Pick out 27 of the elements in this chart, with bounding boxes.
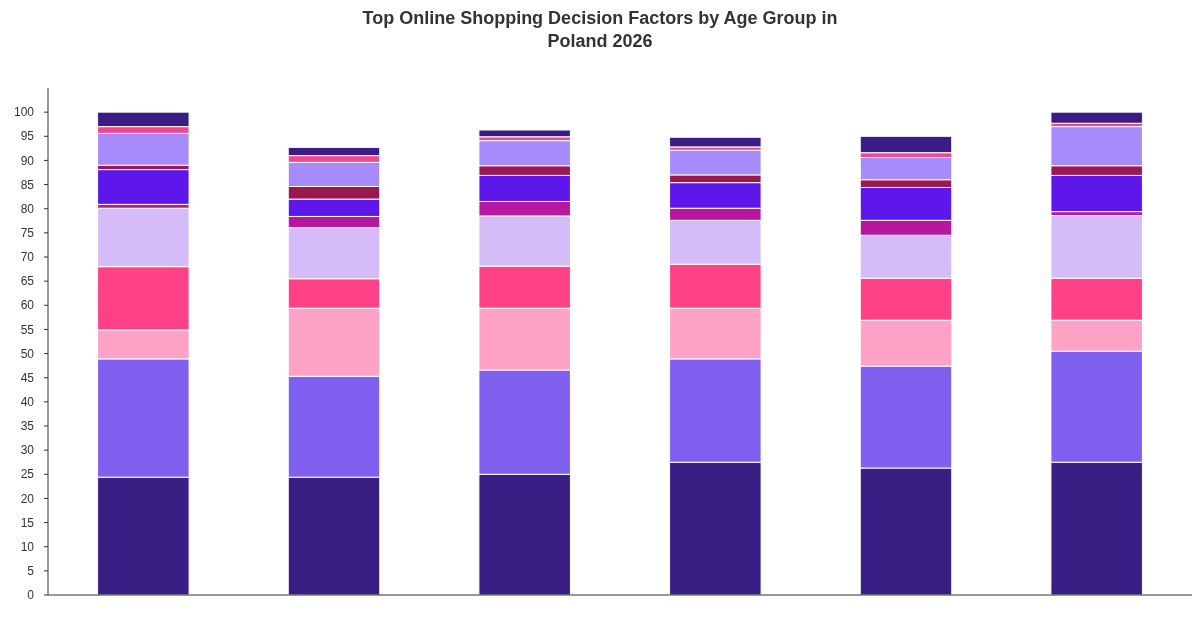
y-tick-label: 85 — [20, 177, 35, 192]
y-tick-label: 75 — [20, 226, 35, 241]
y-tick-label: 95 — [20, 129, 35, 144]
y-tick-label: 35 — [20, 419, 35, 434]
y-tick-label: 65 — [20, 274, 35, 289]
y-tick-label: 70 — [20, 250, 35, 265]
y-tick-label: 50 — [20, 346, 35, 361]
chart-title: Top Online Shopping Decision Factors by Age Group in Poland 2026 — [362, 8, 838, 51]
y-tick-label: 20 — [20, 491, 35, 506]
y-tick-label: 25 — [20, 467, 35, 482]
y-tick-label: 5 — [27, 564, 35, 579]
y-tick-label: 10 — [20, 539, 35, 554]
y-tick-label: 45 — [20, 370, 35, 385]
y-tick-label: 80 — [20, 201, 35, 216]
y-tick-label: 15 — [20, 515, 35, 530]
bar — [97, 169, 190, 205]
y-tick-label: 0 — [27, 588, 35, 603]
bar — [478, 129, 571, 138]
y-tick-label: 55 — [20, 322, 35, 337]
bar — [1050, 111, 1143, 124]
y-tick-label: 40 — [20, 395, 35, 410]
y-tick-label: 90 — [20, 153, 35, 168]
y-tick-label: 30 — [20, 443, 35, 458]
y-tick-label: 60 — [20, 298, 35, 313]
y-tick-label: 100 — [13, 105, 35, 120]
bar — [669, 136, 762, 148]
bar — [859, 135, 953, 154]
